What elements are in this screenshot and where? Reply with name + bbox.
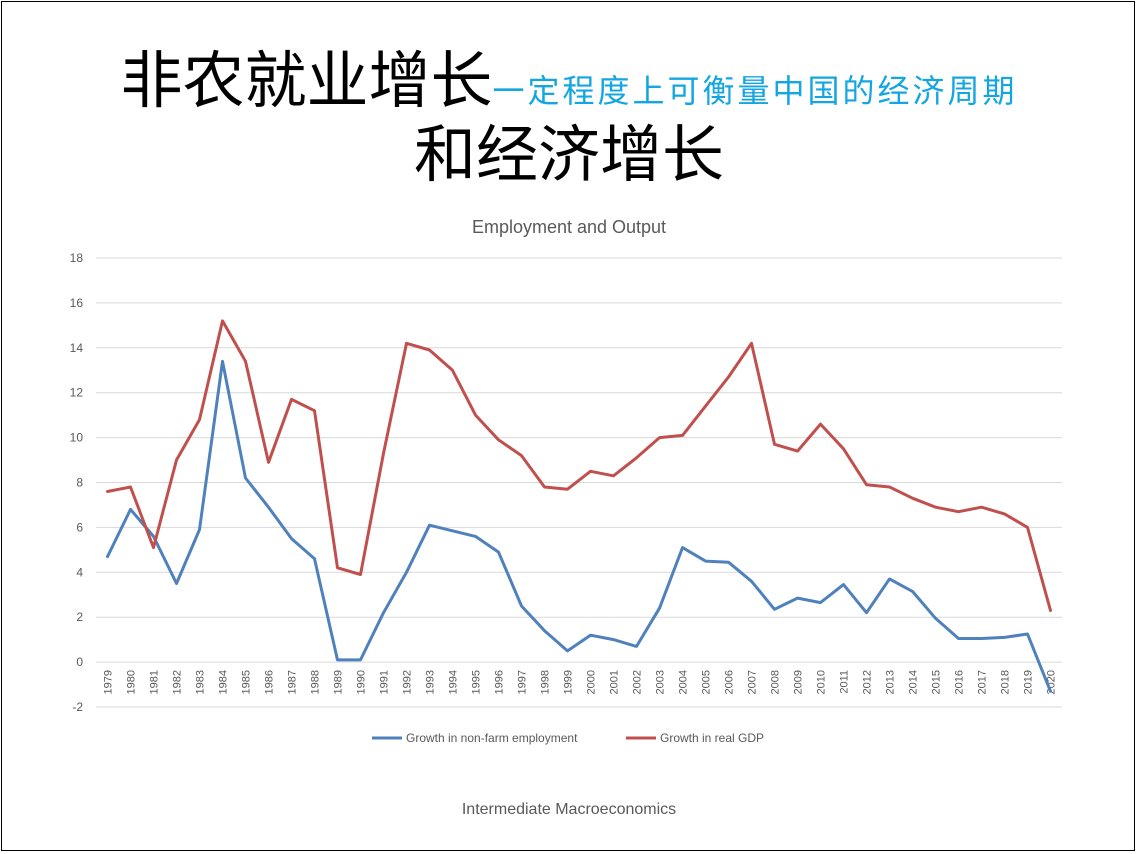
series-lines xyxy=(106,319,1052,693)
x-tick-label: 2006 xyxy=(724,670,736,694)
y-tick-label: 18 xyxy=(70,251,84,265)
y-tick-label: 0 xyxy=(76,655,83,669)
x-tick-label: 2014 xyxy=(908,670,920,694)
chart-title: Employment and Output xyxy=(472,217,666,237)
slide-footer: Intermediate Macroeconomics xyxy=(461,801,677,818)
y-tick-label: 2 xyxy=(76,610,83,624)
series-line-gdp xyxy=(106,319,1052,612)
x-tick-label: 1991 xyxy=(379,670,391,694)
y-tick-label: 6 xyxy=(76,520,83,534)
x-tick-label: 2018 xyxy=(1000,670,1012,694)
gridlines xyxy=(96,257,1062,708)
x-tick-label: 1988 xyxy=(310,670,322,694)
x-tick-label: 1986 xyxy=(264,670,276,694)
x-tick-label: 2001 xyxy=(609,670,621,694)
y-tick-label: 12 xyxy=(70,386,84,400)
series-line-employment xyxy=(106,359,1052,693)
slide-title-subtitle: 一定程度上可衡量中国的经济周期 xyxy=(492,72,1018,110)
x-axis-tick-labels: 1979 1980 1981 1982 1983 1984 1985 1986 1987 1988… xyxy=(103,670,1058,694)
x-tick-label: 2011 xyxy=(839,670,851,694)
x-tick-label: 1979 xyxy=(103,670,115,694)
x-tick-label: 1985 xyxy=(241,670,253,694)
x-tick-label: 1981 xyxy=(149,670,161,694)
x-tick-label: 1992 xyxy=(402,670,414,694)
y-tick-label: -2 xyxy=(72,700,83,714)
x-tick-label: 2003 xyxy=(655,670,667,694)
slide-title-line-2: 和经济增长 xyxy=(413,118,724,191)
x-tick-label: 1982 xyxy=(172,670,184,694)
x-tick-label: 2002 xyxy=(632,670,644,694)
legend-label-gdp: Growth in real GDP xyxy=(660,731,764,745)
y-tick-label: 14 xyxy=(70,341,84,355)
x-tick-label: 1995 xyxy=(471,670,483,694)
x-tick-label: 2009 xyxy=(793,670,805,694)
x-tick-label: 1996 xyxy=(494,670,506,694)
x-tick-label: 2010 xyxy=(816,670,828,694)
x-tick-label: 1990 xyxy=(356,670,368,694)
y-tick-label: 4 xyxy=(76,565,83,579)
y-axis-tick-labels: 18 16 14 12 10 8 6 4 2 0 -2 xyxy=(70,251,84,714)
x-tick-label: 2005 xyxy=(701,670,713,694)
x-tick-label: 1997 xyxy=(517,670,529,694)
x-tick-label: 2004 xyxy=(678,670,690,694)
x-tick-label: 2012 xyxy=(862,670,874,694)
x-tick-label: 1989 xyxy=(333,670,345,694)
x-tick-label: 1987 xyxy=(287,670,299,694)
chart-legend: Growth in non-farm employment Growth in … xyxy=(372,731,764,745)
x-tick-label: 1980 xyxy=(126,670,138,694)
x-tick-label: 1998 xyxy=(540,670,552,694)
x-tick-label: 2000 xyxy=(586,670,598,694)
x-tick-label: 2019 xyxy=(1023,670,1035,694)
x-tick-label: 2015 xyxy=(931,670,943,694)
slide-title-line-1: 非农就业增长一定程度上可衡量中国的经济周期 xyxy=(0,30,1138,120)
x-tick-label: 2008 xyxy=(770,670,782,694)
x-tick-label: 1984 xyxy=(218,670,230,694)
x-tick-label: 1999 xyxy=(563,670,575,694)
slide-title-main: 非农就业增长 xyxy=(120,44,493,117)
y-tick-label: 8 xyxy=(76,476,83,490)
x-tick-label: 1994 xyxy=(448,670,460,694)
y-tick-label: 10 xyxy=(70,431,84,445)
legend-label-employment: Growth in non-farm employment xyxy=(406,731,578,745)
x-tick-label: 2016 xyxy=(954,670,966,694)
x-tick-label: 1993 xyxy=(425,670,437,694)
x-tick-label: 1983 xyxy=(195,670,207,694)
x-tick-label: 2007 xyxy=(747,670,759,694)
x-tick-label: 2013 xyxy=(885,670,897,694)
x-tick-label: 2017 xyxy=(977,670,989,694)
y-tick-label: 16 xyxy=(70,296,84,310)
